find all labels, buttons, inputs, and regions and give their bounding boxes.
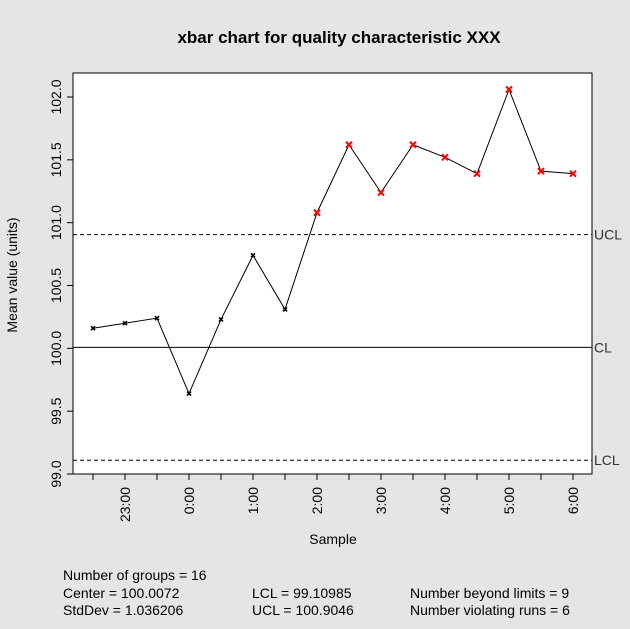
data-point (250, 252, 256, 258)
y-tick-label: 100.0 (48, 331, 64, 366)
y-tick-label: 100.5 (48, 268, 64, 303)
y-tick-label: 99.5 (48, 397, 64, 424)
data-point (218, 316, 224, 322)
series-line (92, 88, 574, 395)
y-tick-label: 101.5 (48, 142, 64, 177)
x-tick-label: 6:00 (565, 487, 581, 514)
data-point (122, 320, 128, 326)
y-axis-label: Mean value (units) (4, 217, 20, 332)
data-point-out-of-control (505, 85, 513, 94)
point-mark (154, 315, 160, 321)
stat-groups: Number of groups = 16 (63, 567, 207, 583)
ref-label-ucl: UCL (594, 227, 622, 243)
y-tick-label: 99.0 (48, 460, 64, 487)
data-point (90, 325, 96, 331)
data-point-out-of-control (377, 188, 385, 197)
data-point (186, 391, 192, 397)
x-tick-label: 2:00 (309, 487, 325, 514)
stat-center: Center = 100.0072 (63, 585, 180, 601)
stat-lcl: LCL = 99.10985 (252, 585, 352, 601)
x-tick-label: 1:00 (245, 487, 261, 514)
data-point-out-of-control (313, 208, 321, 217)
point-mark (90, 325, 96, 331)
y-tick-label: 101.0 (48, 205, 64, 240)
ref-label-cl: CL (594, 339, 612, 355)
data-point-out-of-control (473, 169, 481, 178)
stat-ucl: UCL = 100.9046 (252, 602, 354, 618)
point-mark (345, 141, 353, 149)
point-mark (441, 153, 449, 162)
x-tick-label: 4:00 (437, 487, 453, 514)
x-tick-label: 23:00 (117, 487, 133, 522)
data-point-out-of-control (409, 141, 417, 149)
point-mark (505, 85, 513, 94)
data-point-out-of-control (569, 169, 577, 178)
y-tick-label: 102.0 (48, 79, 64, 114)
point-mark (186, 391, 192, 397)
stat-violating-runs: Number violating runs = 6 (410, 602, 570, 618)
point-mark (122, 320, 128, 326)
x-tick-label: 0:00 (181, 487, 197, 514)
point-mark (218, 316, 224, 322)
point-mark (473, 169, 481, 178)
point-mark (250, 252, 256, 258)
data-point-out-of-control (441, 153, 449, 162)
data-point (154, 315, 160, 321)
point-mark (377, 188, 385, 197)
point-mark (569, 169, 577, 178)
point-mark (537, 167, 545, 175)
plot-area (72, 72, 593, 475)
x-tick-label: 5:00 (501, 487, 517, 514)
x-tick-label: 3:00 (373, 487, 389, 514)
stat-stddev: StdDev = 1.036206 (63, 602, 184, 618)
x-axis-label: Sample (309, 531, 357, 547)
point-mark (409, 141, 417, 149)
point-mark (313, 208, 321, 217)
data-point-out-of-control (537, 167, 545, 175)
data-point-out-of-control (345, 141, 353, 149)
data-point (282, 306, 288, 312)
ref-label-lcl: LCL (594, 452, 620, 468)
chart-title: xbar chart for quality characteristic XX… (177, 28, 501, 47)
point-mark (282, 306, 288, 312)
stat-beyond-limits: Number beyond limits = 9 (410, 585, 570, 601)
